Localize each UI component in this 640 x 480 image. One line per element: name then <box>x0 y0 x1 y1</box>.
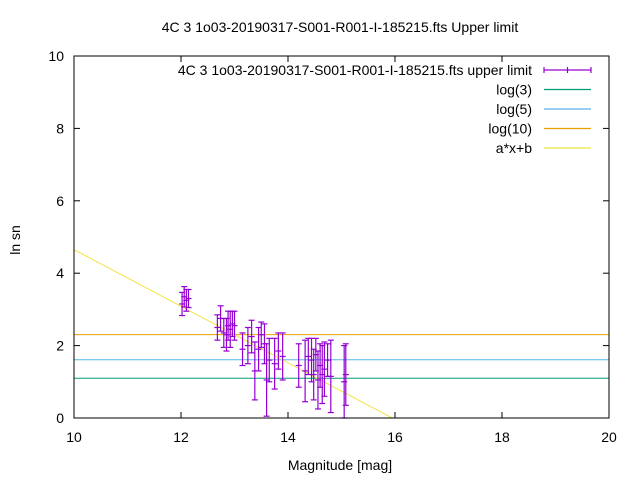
legend-label: log(3) <box>496 82 532 98</box>
plot-area <box>73 249 609 419</box>
y-tick-label: 8 <box>56 120 64 136</box>
y-axis-label: ln sn <box>7 225 23 255</box>
x-tick-label: 12 <box>173 429 189 445</box>
x-tick-label: 10 <box>66 429 82 445</box>
x-tick-label: 18 <box>494 429 510 445</box>
data-point <box>263 343 270 417</box>
x-tick-label: 20 <box>601 429 617 445</box>
data-point <box>324 343 331 377</box>
data-point <box>321 341 328 397</box>
data-point <box>214 314 221 341</box>
legend-label: 4C 3 1o03-20190317-S001-R001-I-185215.ft… <box>178 62 532 78</box>
y-tick-label: 4 <box>56 265 64 281</box>
data-point <box>279 332 286 381</box>
y-tick-label: 6 <box>56 193 64 209</box>
x-tick-label: 14 <box>280 429 296 445</box>
data-point <box>271 337 278 390</box>
data-point <box>327 339 334 414</box>
data-point <box>302 339 309 403</box>
data-point <box>244 326 251 365</box>
data-point <box>275 332 282 370</box>
legend-label: log(10) <box>488 121 532 137</box>
data-point <box>251 341 258 401</box>
data-point <box>266 337 273 383</box>
data-point <box>342 343 349 406</box>
plot-frame <box>73 55 610 419</box>
data-point <box>295 343 302 388</box>
legend-label: a*x+b <box>496 140 532 156</box>
y-tick-label: 0 <box>56 410 64 426</box>
fit-line <box>73 249 393 419</box>
data-point <box>185 288 192 309</box>
y-tick-label: 2 <box>56 338 64 354</box>
data-point <box>305 337 312 376</box>
legend: 4C 3 1o03-20190317-S001-R001-I-185215.ft… <box>178 62 592 156</box>
data-point <box>248 319 255 354</box>
data-point <box>239 332 246 367</box>
data-point <box>258 321 265 349</box>
data-point <box>231 310 238 341</box>
legend-label: log(5) <box>496 101 532 117</box>
y-tick-label: 10 <box>48 48 64 64</box>
data-point <box>312 337 319 372</box>
x-axis-label: Magnitude [mag] <box>288 457 392 473</box>
x-tick-label: 16 <box>387 429 403 445</box>
chart-title: 4C 3 1o03-20190317-S001-R001-I-185215.ft… <box>162 19 519 35</box>
